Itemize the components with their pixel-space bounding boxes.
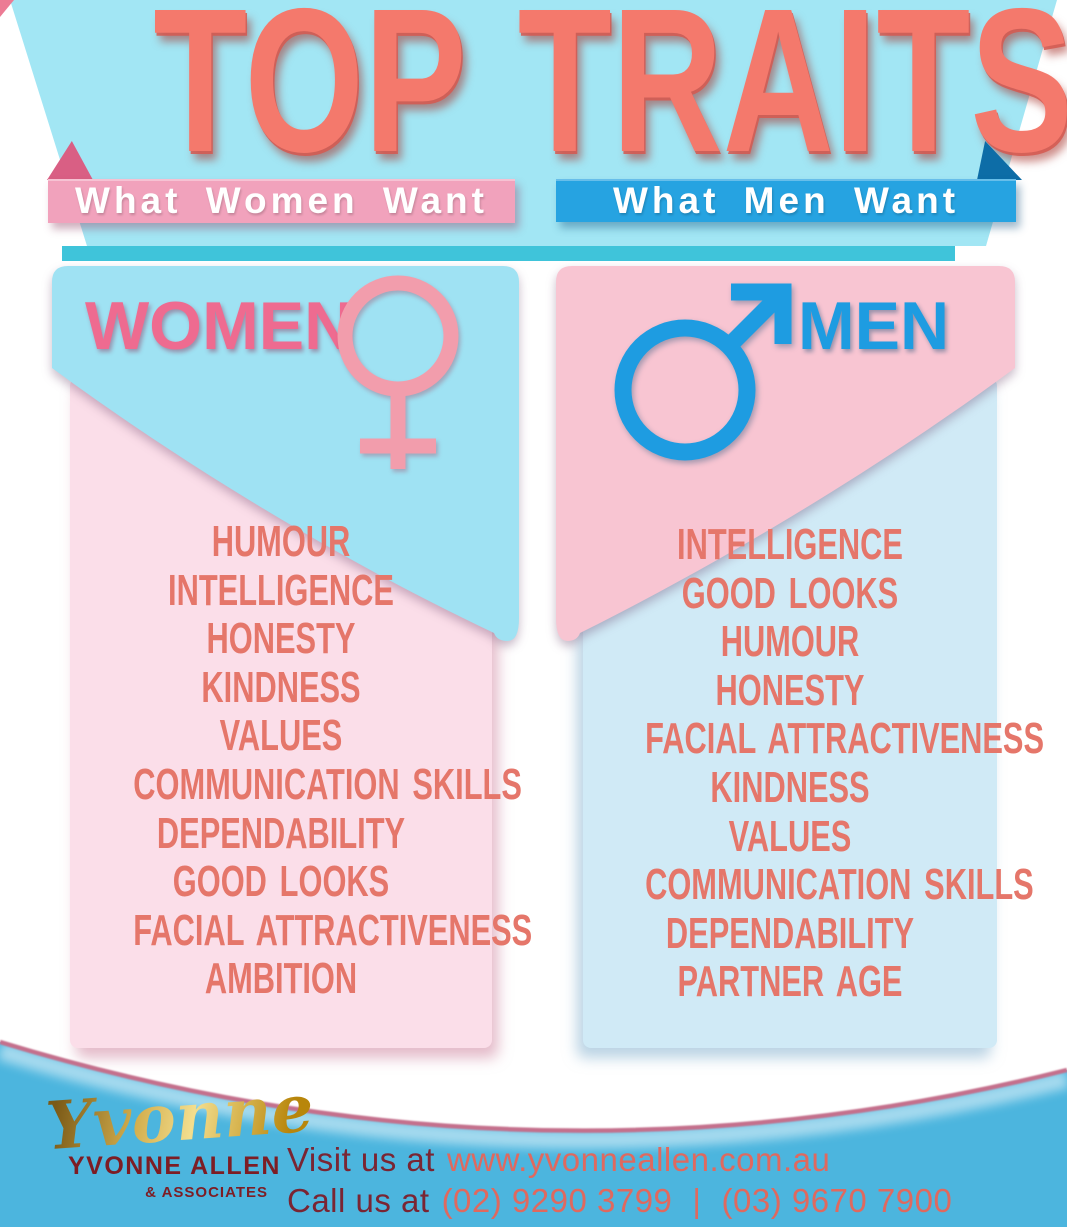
trait-item: COMMUNICATION SKILLS	[133, 759, 522, 809]
trait-item: HUMOUR	[720, 617, 860, 667]
men-header-drape	[556, 266, 1015, 641]
trait-item: INTELLIGENCE	[168, 565, 394, 615]
trait-item: DEPENDABILITY	[156, 808, 406, 858]
phone-number-1: (02) 9290 3799	[441, 1182, 673, 1219]
male-mars-symbol-icon	[614, 283, 792, 461]
visit-line: Visit us at www.yvonneallen.com.au	[287, 1141, 830, 1179]
yvonne-allen-wordmark: YVONNE ALLEN	[68, 1152, 281, 1180]
men-traits-list: INTELLIGENCE GOOD LOOKS HUMOUR HONESTY FACIA…	[583, 520, 1045, 1007]
phone-separator: |	[692, 1182, 702, 1219]
trait-item: KINDNESS	[710, 762, 870, 812]
trait-item: VALUES	[219, 711, 343, 761]
banner-what-men-want: What Men Want	[556, 179, 1016, 222]
women-heading: WOMEN	[85, 288, 354, 364]
footer-wave	[0, 1039, 1067, 1227]
visit-prefix: Visit us at	[287, 1141, 435, 1178]
phone-number-2: (03) 9670 7900	[721, 1182, 953, 1219]
trait-item: GOOD LOOKS	[172, 857, 390, 907]
accent-bar	[62, 246, 955, 261]
website-url: www.yvonneallen.com.au	[446, 1141, 831, 1178]
men-heading: MEN	[798, 288, 950, 364]
poster-title: TOP TRAITS	[153, 0, 1067, 195]
banner-what-women-want: What Women Want	[48, 179, 515, 223]
banner-what-women-want-label: What Women Want	[75, 180, 488, 221]
banner-what-men-want-label: What Men Want	[612, 180, 960, 221]
call-prefix: Call us at	[287, 1182, 430, 1219]
trait-item: DEPENDABILITY	[665, 908, 915, 958]
associates-wordmark: & ASSOCIATES	[145, 1184, 268, 1201]
trait-item: INTELLIGENCE	[677, 520, 903, 569]
trait-item: HONESTY	[206, 614, 356, 664]
women-traits-list: HUMOUR INTELLIGENCE HONESTY KINDNESS VALUES C…	[70, 517, 533, 1004]
trait-item: HONESTY	[715, 665, 865, 715]
trait-item: PARTNER AGE	[677, 957, 903, 1007]
trait-item: GOOD LOOKS	[681, 568, 899, 618]
women-header-drape	[52, 266, 519, 641]
trait-item: KINDNESS	[201, 662, 361, 712]
trait-item: FACIAL ATTRACTIVENESS	[645, 714, 1045, 764]
trait-item: AMBITION	[204, 954, 358, 1004]
female-venus-symbol-icon	[337, 275, 459, 469]
yvonne-script-logo: Yvonne	[43, 1068, 316, 1166]
trait-item: FACIAL ATTRACTIVENESS	[133, 905, 533, 955]
call-line: Call us at (02) 9290 3799 | (03) 9670 7900	[287, 1182, 952, 1220]
trait-item: HUMOUR	[211, 517, 351, 566]
trait-item: COMMUNICATION SKILLS	[645, 860, 1034, 910]
trait-item: VALUES	[728, 811, 852, 861]
